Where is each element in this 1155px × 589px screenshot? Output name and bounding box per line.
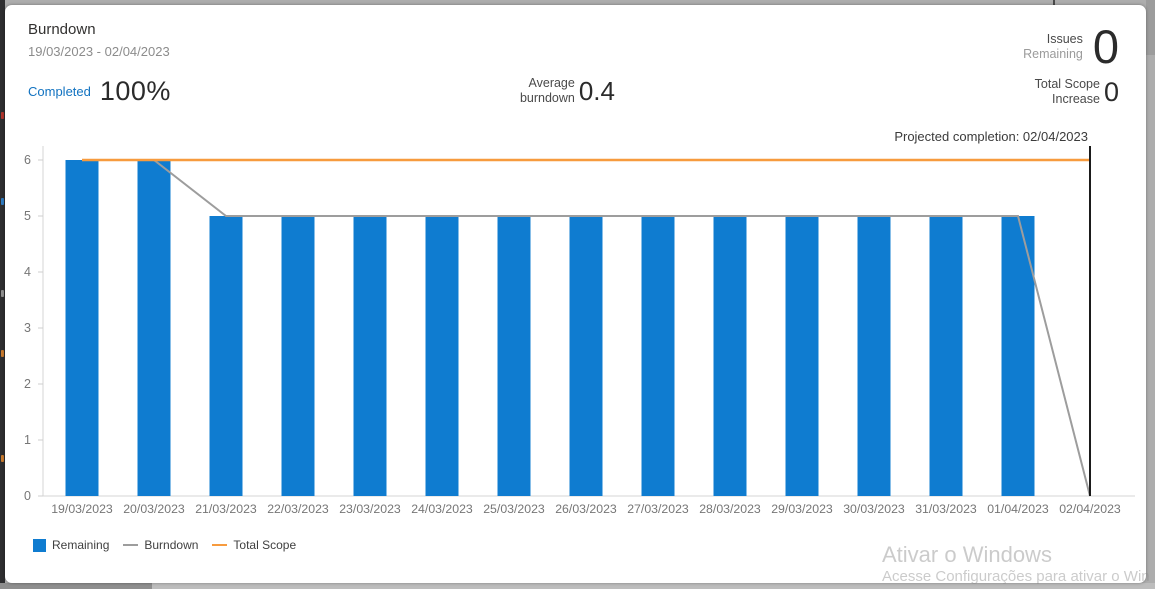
total-scope-increase-metric: Total Scope Increase 0 — [1035, 77, 1119, 107]
projected-completion-annotation: Projected completion: 02/04/2023 — [894, 129, 1088, 144]
browser-tab-separator — [1053, 0, 1055, 5]
burndown-chart-svg[interactable]: 0 1 2 3 4 5 6 19/03/2023 20/03/2023 21/03/2023 22/… — [5, 140, 1146, 530]
scope-label-line1: Total Scope — [1034, 77, 1100, 91]
completed-metric: Completed 100% — [28, 76, 171, 106]
background-left-strip — [0, 0, 5, 589]
legend-label-total-scope: Total Scope — [233, 538, 297, 552]
svg-text:22/03/2023: 22/03/2023 — [267, 502, 329, 516]
svg-text:1: 1 — [24, 433, 31, 447]
svg-text:01/04/2023: 01/04/2023 — [987, 502, 1049, 516]
scrollbar[interactable] — [1146, 0, 1155, 55]
svg-text:21/03/2023: 21/03/2023 — [195, 502, 257, 516]
svg-text:4: 4 — [24, 265, 31, 279]
burndown-line-swatch — [123, 544, 139, 546]
total-scope-increase-value: 0 — [1103, 76, 1119, 107]
background-fragment — [1, 350, 4, 357]
burndown-chart[interactable]: 0 1 2 3 4 5 6 19/03/2023 20/03/2023 21/03/2023 22/… — [5, 140, 1146, 530]
issues-remaining-metric: Issues Remaining 0 — [1023, 23, 1119, 70]
page-title: Burndown — [28, 21, 96, 38]
background-bottom-strip — [152, 583, 1155, 589]
issues-label-line2: Remaining — [1023, 46, 1083, 61]
chart-legend: Remaining Burndown Total Scope — [33, 538, 296, 552]
svg-text:29/03/2023: 29/03/2023 — [771, 502, 833, 516]
background-fragment — [1, 455, 4, 462]
svg-text:28/03/2023: 28/03/2023 — [699, 502, 761, 516]
date-range: 19/03/2023 - 02/04/2023 — [28, 44, 170, 59]
svg-text:6: 6 — [24, 153, 31, 167]
background-fragment — [1, 112, 4, 119]
legend-label-remaining: Remaining — [52, 538, 110, 552]
completed-value: 100% — [99, 75, 171, 106]
average-label-line1: Average — [528, 76, 575, 90]
svg-text:2: 2 — [24, 377, 31, 391]
svg-text:3: 3 — [24, 321, 31, 335]
average-burndown-value: 0.4 — [578, 76, 615, 106]
burndown-report-card: Burndown 19/03/2023 - 02/04/2023 Complet… — [5, 5, 1146, 583]
scope-label-line2: Increase — [1052, 92, 1100, 106]
svg-text:02/04/2023: 02/04/2023 — [1059, 502, 1121, 516]
remaining-swatch — [33, 538, 46, 552]
background-fragment — [1, 290, 4, 297]
legend-label-burndown: Burndown — [144, 538, 199, 552]
issues-label-line1: Issues — [1046, 31, 1083, 46]
svg-text:30/03/2023: 30/03/2023 — [843, 502, 905, 516]
svg-text:19/03/2023: 19/03/2023 — [51, 502, 113, 516]
average-label-line2: burndown — [519, 91, 575, 105]
total-scope-line-swatch — [212, 544, 228, 546]
svg-text:25/03/2023: 25/03/2023 — [483, 502, 545, 516]
svg-text:27/03/2023: 27/03/2023 — [627, 502, 689, 516]
svg-text:20/03/2023: 20/03/2023 — [123, 502, 185, 516]
background-bottom-strip — [0, 583, 152, 589]
svg-text:24/03/2023: 24/03/2023 — [411, 502, 473, 516]
issues-remaining-value: 0 — [1092, 20, 1119, 73]
background-fragment — [1, 198, 4, 205]
svg-text:5: 5 — [24, 209, 31, 223]
svg-text:0: 0 — [24, 489, 31, 503]
average-burndown-metric: Average burndown 0.4 — [405, 76, 615, 106]
svg-text:23/03/2023: 23/03/2023 — [339, 502, 401, 516]
svg-text:31/03/2023: 31/03/2023 — [915, 502, 977, 516]
completed-label: Completed — [28, 83, 91, 99]
svg-text:26/03/2023: 26/03/2023 — [555, 502, 617, 516]
